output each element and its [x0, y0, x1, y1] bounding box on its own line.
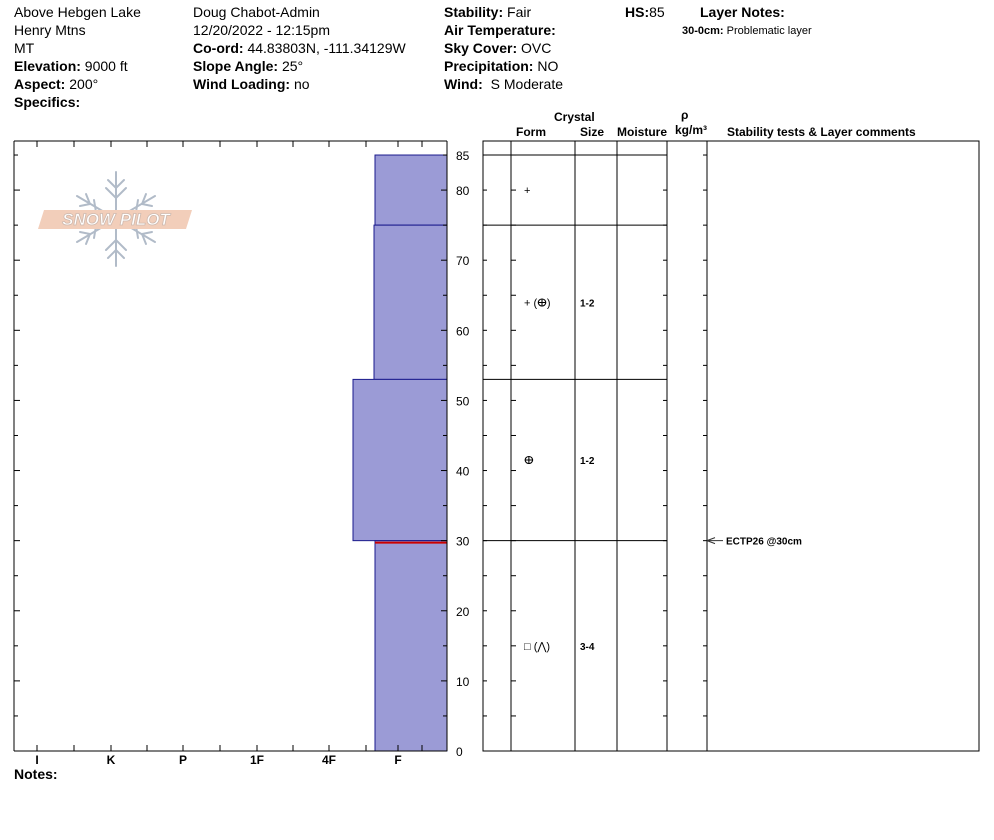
slope-label: Slope Angle: [193, 58, 279, 74]
grain-form-4: □ (⋀) [524, 641, 550, 653]
range: Henry Mtns [14, 22, 86, 38]
aspect-label: Aspect: [14, 76, 66, 92]
test-arrow-1 [706, 537, 723, 545]
hardness-label-1f: 1F [250, 753, 264, 767]
state: MT [14, 40, 35, 56]
hardness-layers [352, 154, 448, 752]
stability-comments-header: Stability tests & Layer comments [727, 125, 916, 139]
elevation-value: 9000 ft [84, 58, 128, 74]
hardness-label-k: K [107, 753, 116, 767]
coord-value: 44.83803N, -111.34129W [247, 40, 406, 56]
stability-value: Fair [507, 4, 532, 20]
grain-form-2: + (ⴲ) [524, 297, 551, 309]
depth-tick-label: 0 [456, 745, 463, 759]
depth-tick-label: 60 [456, 324, 470, 338]
stability-label: Stability: [444, 4, 504, 20]
precipitation: Precipitation: NO [444, 57, 558, 75]
coordinates: Co-ord: 44.83803N, -111.34129W [193, 39, 406, 57]
precip-value: NO [537, 58, 559, 74]
test-label-1: ECTP26 @30cm [726, 537, 802, 548]
grain-size-3: 1-2 [580, 456, 595, 467]
wind-loading: Wind Loading: no [193, 75, 310, 93]
grain-form-1: + [524, 185, 530, 197]
logo-text: SNOW PILOT [62, 210, 171, 229]
grain-size-2: 1-2 [580, 298, 595, 309]
form-header: Form [516, 125, 546, 139]
slope-value: 25° [281, 58, 304, 74]
depth-tick-label: 10 [456, 675, 470, 689]
aspect-value: 200° [69, 76, 99, 92]
datetime: 12/20/2022 - 12:15pm [193, 22, 330, 38]
wind-label: Wind: [444, 76, 483, 92]
stability: Stability: Fair [444, 3, 531, 21]
hardness-label-f: F [394, 753, 401, 767]
depth-tick-label: 80 [456, 184, 470, 198]
grain-form-3: ⴲ [524, 455, 534, 467]
rho-header: ρ [681, 108, 689, 122]
layer-note: 30-0cm: Problematic layer [682, 24, 812, 38]
hardness-bar-3 [352, 378, 448, 542]
precip-label: Precipitation: [444, 58, 534, 74]
slope-angle: Slope Angle: 25° [193, 57, 303, 75]
air-temp-label: Air Temperature: [444, 22, 556, 38]
layer-notes-label: Layer Notes: [700, 4, 785, 20]
hardness-bar-1 [374, 154, 448, 226]
hardness-bar-2 [373, 224, 448, 380]
wind-loading-label: Wind Loading: [193, 76, 291, 92]
table-frame [482, 140, 980, 752]
hardness-label-i: I [35, 753, 38, 767]
hs-label: HS: [625, 4, 650, 20]
sky-value: OVC [521, 40, 552, 56]
wind-loading-value: no [293, 76, 310, 92]
hardness-label-p: P [179, 753, 187, 767]
coord-label: Co-ord: [193, 40, 244, 56]
depth-tick-label: 50 [456, 394, 470, 408]
stability-tests: ECTP26 @30cm [706, 537, 802, 548]
hs-value: 85 [649, 4, 665, 20]
layer-table: + + (ⴲ) 1-2 ⴲ 1-2 □ (⋀) 3-4 [483, 154, 667, 653]
snowpilot-logo: SNOW PILOT [38, 171, 192, 267]
observer: Doug Chabot-Admin [193, 4, 320, 20]
chart-frames [13, 140, 980, 752]
location: Above Hebgen Lake [14, 4, 141, 20]
wind-value: S Moderate [490, 76, 564, 92]
elevation-label: Elevation: [14, 58, 81, 74]
depth-tick-label: 70 [456, 254, 470, 268]
hardness-axis: I K P 1F 4F F [35, 141, 423, 767]
aspect: Aspect: 200° [14, 75, 98, 93]
density-unit-header: kg/m³ [675, 123, 708, 137]
sky-cover: Sky Cover: OVC [444, 39, 551, 57]
depth-tick-label: 40 [456, 465, 470, 479]
notes-label: Notes: [14, 766, 58, 782]
depth-tick-label: 20 [456, 605, 470, 619]
wind: Wind: S Moderate [444, 75, 563, 93]
elevation: Elevation: 9000 ft [14, 57, 128, 75]
hs: HS:85 [625, 3, 665, 21]
crystal-header: Crystal [554, 110, 595, 124]
specifics-label: Specifics: [14, 94, 81, 110]
depth-tick-label: 85 [456, 149, 470, 163]
hardness-bar-4 [374, 540, 448, 752]
layer-note-depth: 30-0cm: [682, 25, 724, 37]
layer-note-text: Problematic layer [726, 25, 812, 37]
depth-tick-label: 30 [456, 535, 470, 549]
sky-label: Sky Cover: [444, 40, 518, 56]
hardness-label-4f: 4F [322, 753, 336, 767]
size-header: Size [580, 125, 605, 139]
moisture-header: Moisture [617, 125, 668, 139]
grain-size-4: 3-4 [580, 642, 595, 653]
